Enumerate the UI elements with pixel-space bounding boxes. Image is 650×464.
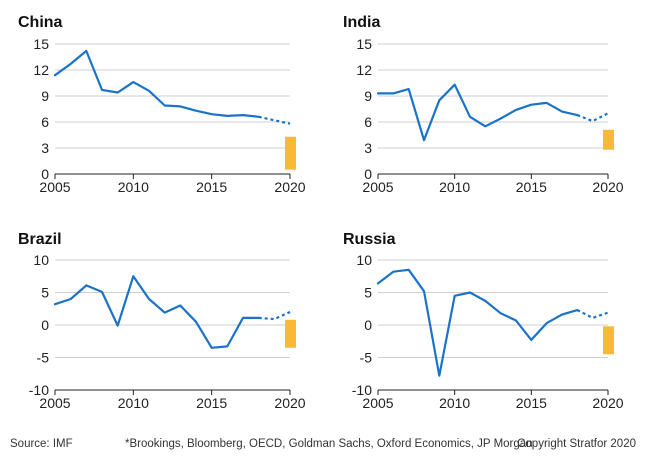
russia-title: Russia [343,231,396,248]
brazil-y-tick-label: 5 [41,285,49,301]
china-growth-line [53,49,260,118]
brazil-y-tick-label: 0 [41,317,49,333]
india-x-tick-label: 2020 [592,179,623,195]
india-x-tick-label: 2015 [516,179,547,195]
charts-canvas: China 0 3 6 9 12 15 2005 2010 2015 2020 India 0 3 6 9 12… [18,14,624,411]
russia-x-tick-label: 2005 [362,395,393,411]
brazil-x-tick-label: 2020 [274,395,305,411]
china-panel: China 0 3 6 9 12 15 2005 2010 2015 2020 [18,14,306,195]
brazil-forecast-range-bar [285,319,296,348]
brazil-title: Brazil [18,231,62,248]
russia-x-tick-label: 2010 [439,395,470,411]
russia-forecast-range-bar [603,326,614,355]
india-y-tick-label: 6 [364,114,372,130]
copyright-note: Copyright Stratfor 2020 [517,438,636,450]
source-note: Source: IMF [10,438,73,450]
china-x-tick-label: 2015 [196,179,227,195]
forecasters-note: *Brookings, Bloomberg, OECD, Goldman Sac… [125,438,533,450]
brazil-y-tick-label: -5 [37,350,50,366]
china-x-tick-label: 2010 [118,179,149,195]
russia-y-tick-label: -10 [352,382,372,398]
china-y-tick-label: 6 [41,114,49,130]
china-forecast-range-bar [285,136,296,170]
india-y-tick-label: 12 [356,62,372,78]
russia-y-tick-label: -5 [360,350,373,366]
india-forecast-range-bar [603,129,614,150]
russia-forecast-line [576,309,609,320]
russia-y-tick-label: 0 [364,317,372,333]
brazil-y-tick-label: -10 [29,382,49,398]
china-y-tick-label: 3 [41,140,49,156]
china-y-tick-label: 12 [33,62,49,78]
india-y-tick-label: 9 [364,88,372,104]
india-y-tick-label: 15 [356,36,372,52]
china-y-tick-label: 0 [41,166,49,182]
china-x-tick-label: 2020 [274,179,305,195]
brazil-x-tick-label: 2015 [196,395,227,411]
brazil-y-tick-label: 10 [33,252,49,268]
russia-x-tick-label: 2020 [592,395,623,411]
brazil-x-tick-label: 2010 [118,395,149,411]
russia-y-tick-label: 5 [364,285,372,301]
china-forecast-line [258,115,291,125]
russia-x-tick-label: 2015 [516,395,547,411]
brazil-forecast-line [258,310,291,321]
brazil-growth-line [53,275,260,349]
india-panel: India 0 3 6 9 12 15 2005 2010 2015 2020 [343,14,624,195]
china-y-tick-label: 15 [33,36,49,52]
india-forecast-line [576,112,609,123]
india-y-tick-label: 3 [364,140,372,156]
russia-panel: Russia -10 -5 0 5 10 2005 2010 2015 2020 [343,231,624,411]
china-y-tick-label: 9 [41,88,49,104]
india-x-tick-label: 2005 [362,179,393,195]
india-y-tick-label: 0 [364,166,372,182]
india-x-tick-label: 2010 [439,179,470,195]
india-title: India [343,14,380,31]
russia-growth-line [376,268,579,377]
china-x-tick-label: 2005 [39,179,70,195]
china-title: China [18,14,63,31]
brazil-x-tick-label: 2005 [39,395,70,411]
russia-y-tick-label: 10 [356,252,372,268]
brazil-panel: Brazil -10 -5 0 5 10 2005 2010 2015 2020 [18,231,306,411]
india-growth-line [376,83,579,142]
